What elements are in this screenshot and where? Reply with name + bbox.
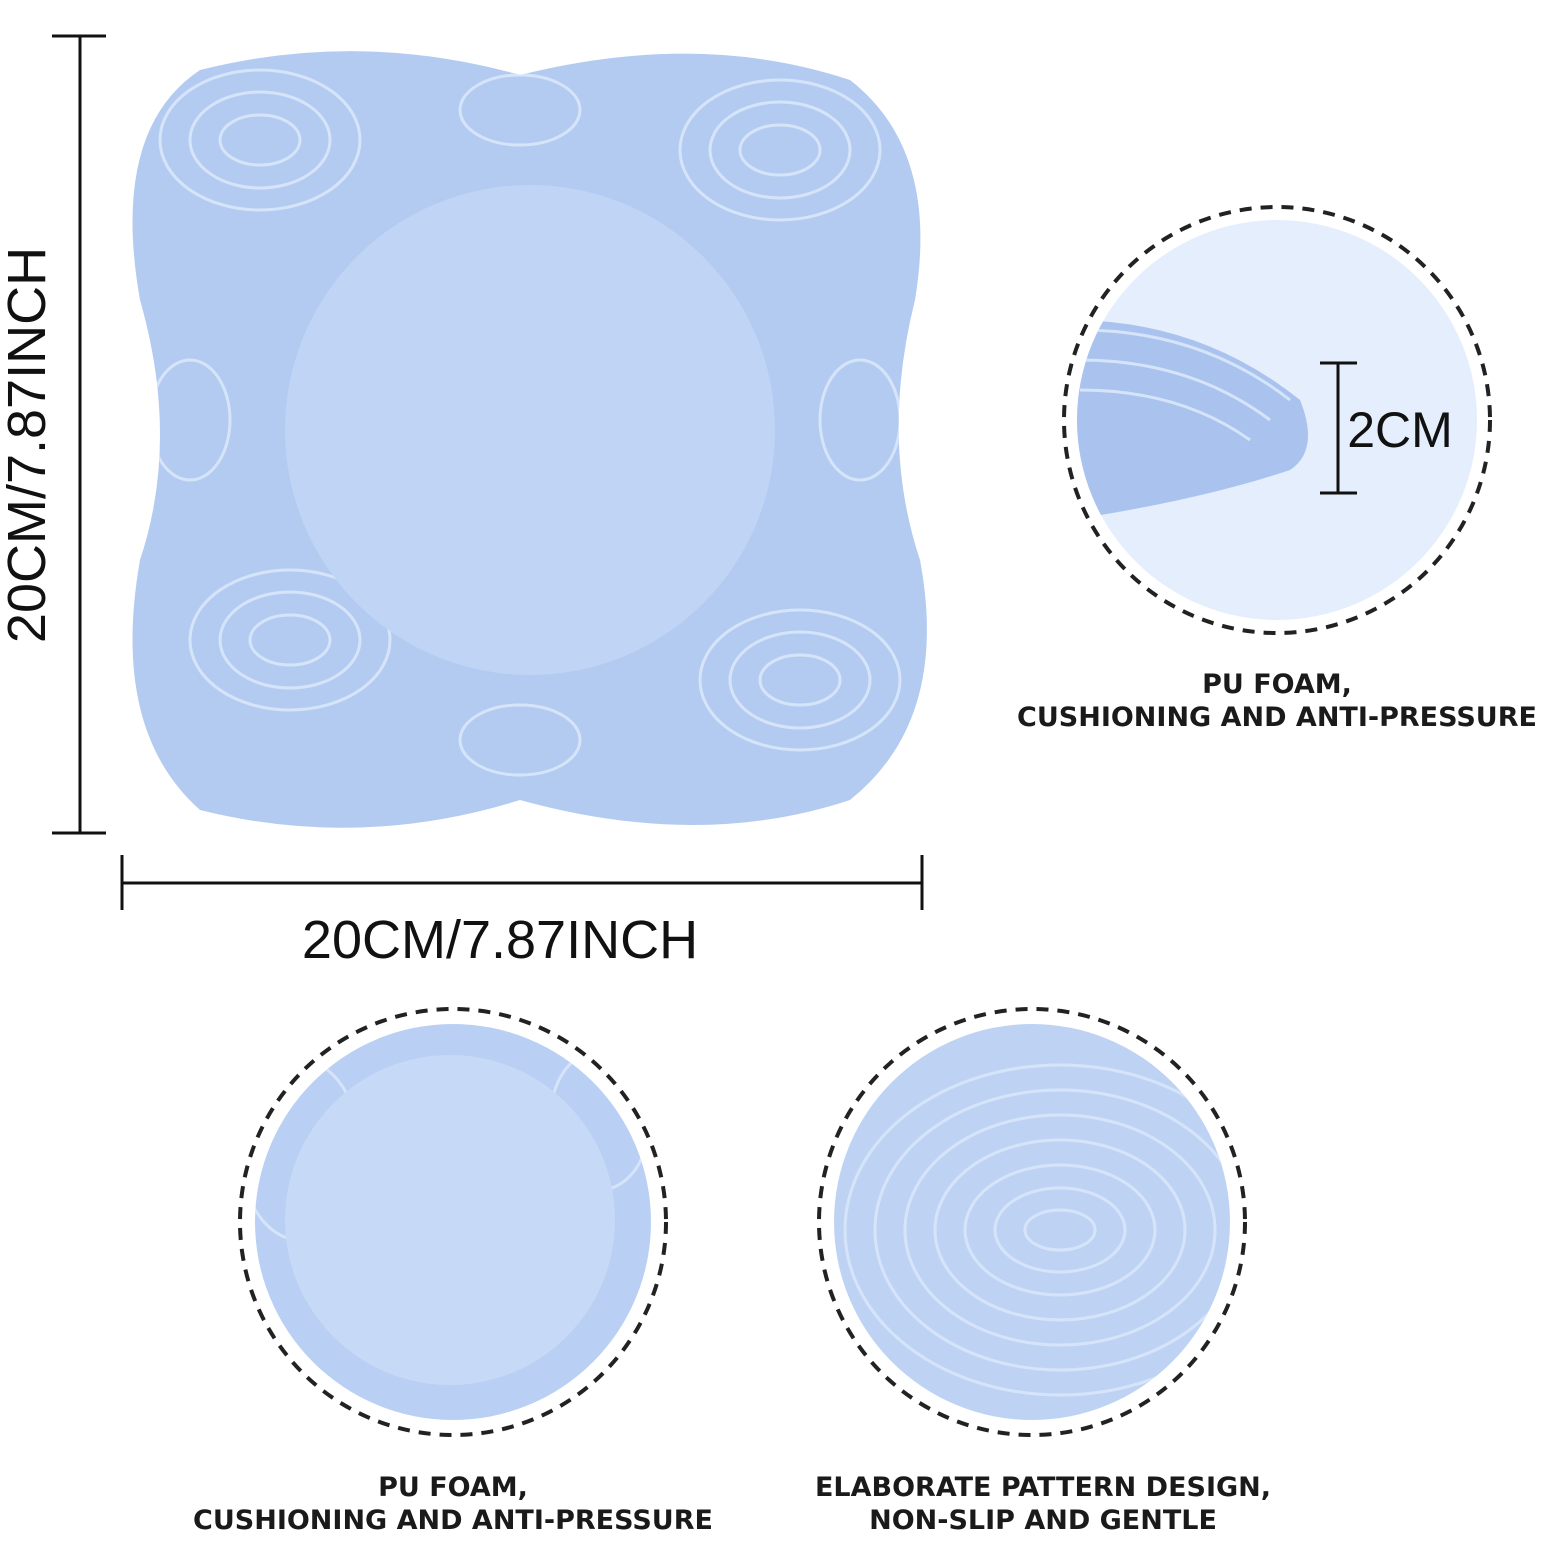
surface-detail [238, 1007, 668, 1437]
caption-line: ELABORATE PATTERN DESIGN, [815, 1472, 1271, 1503]
caption-line: CUSHIONING AND ANTI-PRESSURE [1017, 702, 1537, 733]
thickness-detail: 2CM [1062, 205, 1492, 635]
caption-line: PU FOAM, [378, 1472, 528, 1503]
width-dimension [120, 855, 924, 910]
width-label: 20CM/7.87INCH [302, 910, 698, 970]
height-dimension [52, 34, 106, 835]
knee-pad [132, 51, 927, 828]
caption-line: CUSHIONING AND ANTI-PRESSURE [193, 1505, 713, 1536]
caption-line: NON-SLIP AND GENTLE [869, 1505, 1217, 1536]
thickness-label: 2CM [1347, 402, 1453, 458]
pattern-detail [817, 1007, 1247, 1437]
caption-line: PU FOAM, [1202, 669, 1352, 700]
height-label: 20CM/7.87INCH [0, 247, 57, 643]
